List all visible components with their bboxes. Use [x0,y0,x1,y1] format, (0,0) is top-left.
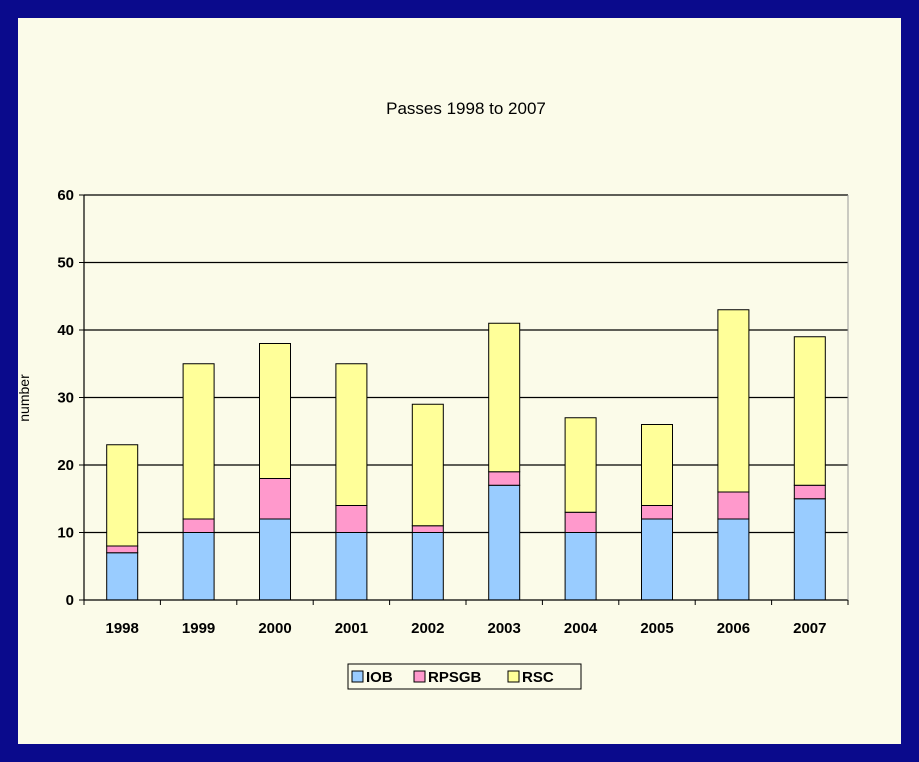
bar-segment-rpsgb-2005 [641,505,673,520]
y-tick-label: 20 [57,457,74,474]
x-tick-label: 2001 [335,620,368,637]
x-tick-label: 2004 [564,620,598,637]
x-tick-label: 2003 [488,620,521,637]
chart-title: Passes 1998 to 2007 [386,99,546,118]
bar-segment-rpsgb-2007 [793,484,826,500]
bar-segment-rpsgb-2006 [717,491,750,520]
bar-segment-rpsgb-2001 [335,505,368,533]
axes: 0 10 20 30 40 50 60 1998 1999 2000 2001 2002 2003 200… [57,187,849,637]
y-tick-label: 60 [57,187,74,204]
bar-segment-rpsgb-2003 [488,471,521,486]
bar-segment-iob-2005 [641,518,673,601]
bar-segment-rsc-2000 [259,343,291,479]
bars [106,309,826,601]
x-tick-label: 2000 [258,620,291,637]
bar-segment-iob-2007 [793,498,826,601]
x-tick-label: 2007 [793,620,826,637]
bar-segment-rsc-2003 [488,322,521,473]
bar-segment-rsc-2004 [564,417,597,513]
bar-segment-rpsgb-1998 [106,545,139,554]
bar-segment-rsc-2006 [717,309,750,493]
bar-segment-rsc-1998 [106,444,139,547]
legend-label-iob: IOB [366,669,393,686]
bar-segment-iob-1999 [182,532,215,601]
y-tick-label: 30 [57,390,74,407]
bar-segment-rsc-2005 [641,424,673,506]
y-tick-label: 10 [57,525,74,542]
y-tick-label: 50 [57,255,74,272]
bar-segment-rpsgb-2000 [259,478,291,520]
bar-segment-rpsgb-2002 [411,525,444,533]
bar-segment-iob-2004 [564,532,597,601]
y-axis-label: number [18,374,32,422]
bar-segment-iob-2003 [488,484,521,601]
legend-swatch-rsc [507,670,520,683]
bar-segment-rsc-1999 [182,363,215,520]
bar-segment-rsc-2007 [793,336,826,486]
legend-label-rsc: RSC [522,669,554,686]
bar-segment-iob-2002 [411,532,444,601]
legend: IOB RPSGB RSC [347,663,582,690]
y-tick-label: 0 [66,592,74,609]
bar-segment-rpsgb-2004 [564,511,597,533]
x-tick-label: 2002 [411,620,444,637]
bar-segment-iob-2001 [335,532,368,601]
x-tick-label: 1998 [106,620,139,637]
legend-swatch-iob [351,670,364,683]
bar-segment-iob-2006 [717,518,750,601]
y-tick-label: 40 [57,322,74,339]
legend-box [347,663,582,690]
x-tick-label: 2006 [717,620,750,637]
bar-segment-iob-1998 [106,552,139,601]
bar-segment-rsc-2002 [411,403,444,527]
bar-segment-iob-2000 [259,518,291,601]
bar-chart: Passes 1998 to 2007 number 0 10 20 30 40 50 60… [18,99,849,690]
bar-segment-rsc-2001 [335,363,368,506]
legend-swatch-rpsgb [413,670,426,683]
x-tick-label: 2005 [640,620,673,637]
legend-label-rpsgb: RPSGB [428,669,482,686]
slide-background: Passes 1998 to 2007 number 0 10 20 30 40 50 60… [18,18,901,744]
bar-segment-rpsgb-1999 [182,518,215,533]
x-tick-label: 1999 [182,620,215,637]
